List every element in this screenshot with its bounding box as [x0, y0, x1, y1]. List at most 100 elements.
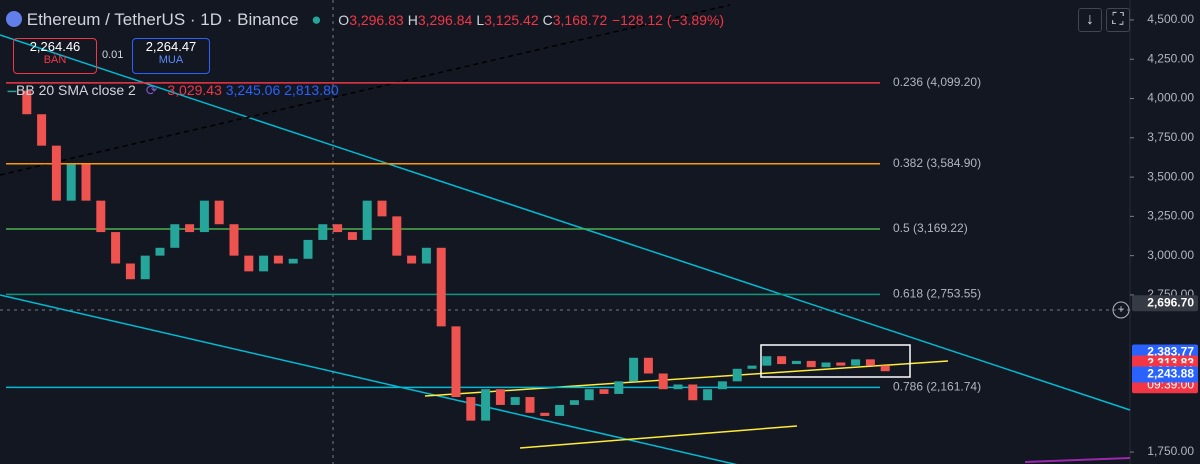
- sell-price: 2,264.46: [29, 39, 81, 54]
- candle: [688, 384, 698, 401]
- candle: [125, 263, 135, 280]
- candle: [673, 384, 683, 390]
- coin-icon: [6, 11, 22, 27]
- candle: [170, 224, 180, 248]
- candle: [569, 400, 579, 405]
- spread: 0.01: [102, 49, 124, 61]
- y-tick-label: 1,750.00: [1147, 444, 1194, 458]
- candle: [821, 362, 831, 368]
- candle: [851, 359, 861, 366]
- candle: [37, 114, 47, 146]
- candle: [791, 360, 801, 365]
- fib-label: 0.236 (4,099.20): [893, 75, 981, 89]
- scroll-button[interactable]: ↓: [1078, 8, 1102, 32]
- candle: [229, 224, 239, 256]
- candle: [185, 224, 195, 233]
- candle: [466, 397, 476, 421]
- sell-button[interactable]: 2,264.46 BÁN: [13, 38, 97, 74]
- fib-label: 0.382 (3,584.90): [893, 156, 981, 170]
- candle: [22, 90, 32, 115]
- candle: [155, 247, 165, 256]
- trendline: [1024, 457, 1131, 463]
- indicator: BB 20 SMA close 2 ⟳ 3,029.43 3,245.06 2,…: [16, 82, 339, 99]
- candle: [451, 326, 461, 398]
- candle: [392, 216, 402, 256]
- header: Ethereum / TetherUS · 1D · Binance ● O3,…: [6, 10, 724, 30]
- price-tag-label: 2,696.70: [1147, 295, 1194, 309]
- candle: [555, 404, 565, 416]
- status-dot: ●: [311, 10, 322, 29]
- ohlc-value: 3,168.72: [552, 12, 608, 28]
- candle: [495, 389, 505, 405]
- indicator-value: 2,813.80: [284, 82, 339, 98]
- candle: [96, 200, 106, 233]
- candle: [362, 200, 372, 240]
- ohlc: O3,296.83 H3,296.84 L3,125.42 C3,168.72: [334, 12, 607, 28]
- candle: [599, 389, 609, 394]
- candle: [510, 397, 520, 405]
- dashed-trendline: [0, 4, 731, 176]
- candle: [333, 224, 343, 233]
- candle: [244, 255, 254, 272]
- candle: [347, 232, 357, 240]
- range-box: [760, 344, 911, 378]
- candle: [747, 365, 757, 369]
- buy-label: MUA: [158, 54, 184, 66]
- candle: [7, 90, 17, 93]
- candle: [421, 247, 431, 264]
- y-tick-label: 3,250.00: [1147, 209, 1194, 223]
- candle: [81, 164, 91, 201]
- buy-button[interactable]: 2,264.47 MUA: [132, 38, 210, 74]
- y-tick-label: 3,750.00: [1147, 130, 1194, 144]
- symbol: Ethereum / TetherUS · 1D · Binance: [26, 10, 299, 29]
- candle: [540, 412, 550, 416]
- candle: [703, 389, 713, 401]
- indicator-icon[interactable]: ⟳: [145, 82, 158, 98]
- candle: [259, 255, 269, 272]
- price-tag-label: 2,243.88: [1147, 367, 1194, 381]
- candle: [377, 200, 387, 217]
- candle: [436, 247, 446, 327]
- y-tick-label: 3,000.00: [1147, 248, 1194, 262]
- candle: [777, 356, 787, 365]
- candle: [584, 389, 594, 401]
- candle: [643, 357, 653, 374]
- candle: [525, 397, 535, 413]
- fullscreen-button[interactable]: ⛶: [1106, 8, 1130, 32]
- candle: [288, 258, 298, 264]
- change: −128.12 (−3.89%): [611, 12, 725, 28]
- candle: [214, 200, 224, 225]
- ohlc-value: 3,296.83: [349, 12, 404, 28]
- candle: [865, 359, 875, 366]
- add-icon[interactable]: +: [1117, 302, 1124, 316]
- candle: [111, 232, 121, 264]
- candle: [481, 389, 491, 421]
- add-button[interactable]: [1112, 301, 1130, 319]
- price-tag-label: 2,383.77: [1147, 345, 1194, 359]
- ohlc-value: 3,296.84: [417, 12, 473, 28]
- y-tick-label: 4,250.00: [1147, 51, 1194, 65]
- channel-line: [519, 425, 798, 449]
- channel-line: [424, 360, 949, 397]
- price-tag: [1132, 295, 1198, 312]
- sell-label: BÁN: [43, 54, 67, 66]
- candle: [51, 145, 61, 201]
- candle: [836, 362, 846, 366]
- plot: 4,500.00 4,250.00 4,000.00 3,750.00 3,500.00…: [6, 12, 1194, 458]
- candle: [806, 360, 816, 368]
- candle: [318, 224, 328, 240]
- fib-label: 0.786 (2,161.74): [893, 380, 981, 394]
- candle: [629, 357, 639, 382]
- candle: [66, 164, 76, 201]
- buy-price: 2,264.47: [145, 39, 197, 54]
- candle: [303, 239, 313, 259]
- candle: [140, 255, 150, 280]
- y-tick-label: 3,500.00: [1147, 169, 1194, 183]
- ohlc-key: H: [407, 12, 418, 28]
- fib-label: 0.618 (2,753.55): [893, 287, 981, 301]
- candle: [273, 255, 283, 264]
- y-tick-label: 4,500.00: [1147, 12, 1194, 26]
- trendline: [0, 294, 738, 464]
